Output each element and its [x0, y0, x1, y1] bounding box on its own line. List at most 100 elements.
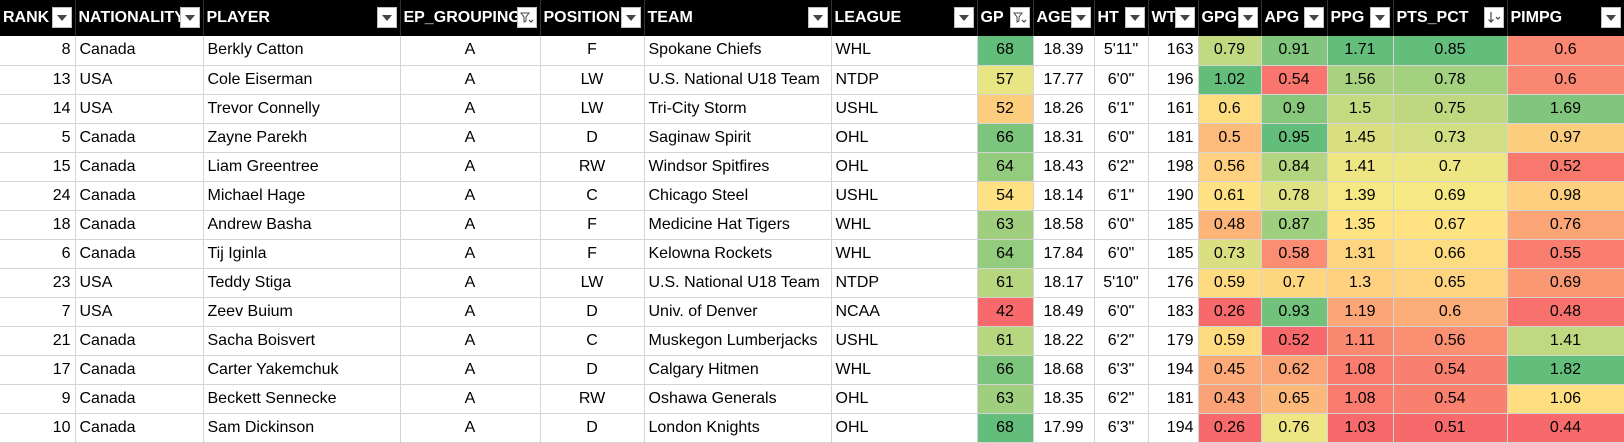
cell-rank[interactable]: 5	[0, 123, 76, 153]
cell-nationality[interactable]: USA	[75, 94, 204, 124]
cell-ppg[interactable]: 1.31	[1327, 239, 1394, 269]
cell-ppg[interactable]: 1.35	[1327, 210, 1394, 240]
cell-nationality[interactable]: Canada	[75, 384, 204, 414]
cell-wt[interactable]: 194	[1148, 413, 1199, 443]
cell-ep-grouping[interactable]: A	[400, 355, 541, 385]
cell-gp[interactable]: 68	[977, 36, 1034, 66]
cell-nationality[interactable]: Canada	[75, 355, 204, 385]
cell-age[interactable]: 18.39	[1033, 36, 1095, 66]
cell-wt[interactable]: 179	[1148, 326, 1199, 356]
cell-position[interactable]: F	[540, 36, 645, 66]
cell-position[interactable]: D	[540, 413, 645, 443]
cell-ht[interactable]: 6'2"	[1094, 152, 1149, 182]
cell-wt[interactable]: 176	[1148, 268, 1199, 298]
cell-nationality[interactable]: Canada	[75, 36, 204, 66]
cell-wt[interactable]: 185	[1148, 210, 1199, 240]
filter-dropdown-button[interactable]	[953, 7, 974, 28]
filter-dropdown-button[interactable]	[1369, 7, 1390, 28]
cell-gpg[interactable]: 0.73	[1198, 239, 1262, 269]
filter-active-button[interactable]	[1009, 7, 1030, 28]
cell-gp[interactable]: 57	[977, 65, 1034, 95]
cell-rank[interactable]: 8	[0, 36, 76, 66]
cell-pimpg[interactable]: 0.69	[1507, 268, 1624, 298]
cell-apg[interactable]: 0.95	[1261, 123, 1328, 153]
cell-apg[interactable]: 0.65	[1261, 384, 1328, 414]
cell-ep-grouping[interactable]: A	[400, 239, 541, 269]
cell-age[interactable]: 18.35	[1033, 384, 1095, 414]
cell-age[interactable]: 17.84	[1033, 239, 1095, 269]
cell-rank[interactable]: 15	[0, 152, 76, 182]
cell-age[interactable]: 17.77	[1033, 65, 1095, 95]
cell-team[interactable]: Medicine Hat Tigers	[644, 210, 832, 240]
cell-apg[interactable]: 0.52	[1261, 326, 1328, 356]
cell-league[interactable]: WHL	[831, 36, 978, 66]
cell-wt[interactable]: 181	[1148, 123, 1199, 153]
cell-pts-pct[interactable]: 0.54	[1393, 355, 1508, 385]
cell-rank[interactable]: 13	[0, 65, 76, 95]
cell-pimpg[interactable]: 0.6	[1507, 36, 1624, 66]
cell-rank[interactable]: 10	[0, 413, 76, 443]
cell-player[interactable]: Trevor Connelly	[203, 94, 401, 124]
cell-position[interactable]: RW	[540, 384, 645, 414]
cell-ep-grouping[interactable]: A	[400, 181, 541, 211]
cell-rank[interactable]: 23	[0, 268, 76, 298]
filter-dropdown-button[interactable]	[1237, 7, 1258, 28]
cell-gpg[interactable]: 0.43	[1198, 384, 1262, 414]
cell-team[interactable]: Oshawa Generals	[644, 384, 832, 414]
cell-pimpg[interactable]: 1.82	[1507, 355, 1624, 385]
cell-pts-pct[interactable]: 0.66	[1393, 239, 1508, 269]
cell-gpg[interactable]: 0.48	[1198, 210, 1262, 240]
cell-ppg[interactable]: 1.08	[1327, 355, 1394, 385]
cell-pts-pct[interactable]: 0.75	[1393, 94, 1508, 124]
cell-nationality[interactable]: USA	[75, 65, 204, 95]
cell-rank[interactable]: 17	[0, 355, 76, 385]
cell-position[interactable]: LW	[540, 268, 645, 298]
cell-pts-pct[interactable]: 0.6	[1393, 297, 1508, 327]
cell-ht[interactable]: 6'0"	[1094, 297, 1149, 327]
cell-ht[interactable]: 5'10"	[1094, 268, 1149, 298]
cell-pts-pct[interactable]: 0.73	[1393, 123, 1508, 153]
cell-position[interactable]: D	[540, 123, 645, 153]
cell-pimpg[interactable]: 0.98	[1507, 181, 1624, 211]
cell-age[interactable]: 18.31	[1033, 123, 1095, 153]
cell-ht[interactable]: 6'1"	[1094, 181, 1149, 211]
cell-ep-grouping[interactable]: A	[400, 210, 541, 240]
cell-age[interactable]: 18.68	[1033, 355, 1095, 385]
cell-player[interactable]: Sam Dickinson	[203, 413, 401, 443]
filter-dropdown-button[interactable]	[51, 7, 72, 28]
cell-gpg[interactable]: 0.45	[1198, 355, 1262, 385]
cell-age[interactable]: 18.17	[1033, 268, 1095, 298]
filter-dropdown-button[interactable]	[1303, 7, 1324, 28]
cell-ht[interactable]: 6'0"	[1094, 239, 1149, 269]
cell-league[interactable]: NTDP	[831, 268, 978, 298]
cell-position[interactable]: RW	[540, 152, 645, 182]
filter-dropdown-button[interactable]	[807, 7, 828, 28]
cell-apg[interactable]: 0.9	[1261, 94, 1328, 124]
cell-team[interactable]: Chicago Steel	[644, 181, 832, 211]
cell-pimpg[interactable]: 0.76	[1507, 210, 1624, 240]
cell-wt[interactable]: 196	[1148, 65, 1199, 95]
cell-team[interactable]: Spokane Chiefs	[644, 36, 832, 66]
cell-team[interactable]: London Knights	[644, 413, 832, 443]
cell-pts-pct[interactable]: 0.56	[1393, 326, 1508, 356]
cell-wt[interactable]: 183	[1148, 297, 1199, 327]
cell-team[interactable]: U.S. National U18 Team	[644, 65, 832, 95]
cell-pimpg[interactable]: 1.06	[1507, 384, 1624, 414]
cell-wt[interactable]: 198	[1148, 152, 1199, 182]
cell-player[interactable]: Zeev Buium	[203, 297, 401, 327]
cell-ht[interactable]: 6'3"	[1094, 355, 1149, 385]
cell-gp[interactable]: 52	[977, 94, 1034, 124]
cell-nationality[interactable]: USA	[75, 297, 204, 327]
cell-age[interactable]: 18.26	[1033, 94, 1095, 124]
cell-age[interactable]: 18.22	[1033, 326, 1095, 356]
sort-descending-button[interactable]	[1483, 7, 1504, 28]
cell-gp[interactable]: 66	[977, 355, 1034, 385]
cell-league[interactable]: USHL	[831, 94, 978, 124]
cell-pimpg[interactable]: 0.44	[1507, 413, 1624, 443]
cell-age[interactable]: 17.99	[1033, 413, 1095, 443]
cell-league[interactable]: WHL	[831, 355, 978, 385]
cell-ht[interactable]: 6'1"	[1094, 94, 1149, 124]
cell-ep-grouping[interactable]: A	[400, 413, 541, 443]
cell-apg[interactable]: 0.58	[1261, 239, 1328, 269]
cell-wt[interactable]: 161	[1148, 94, 1199, 124]
